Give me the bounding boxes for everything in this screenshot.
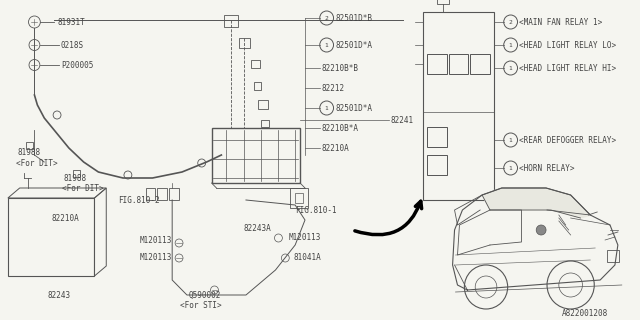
Text: <HEAD LIGHT RELAY HI>: <HEAD LIGHT RELAY HI> [520, 63, 616, 73]
Text: 1: 1 [509, 43, 513, 47]
Text: 1: 1 [509, 165, 513, 171]
Bar [8, 198, 95, 276]
Text: 82210B*A: 82210B*A [322, 124, 359, 132]
Bar [239, 38, 250, 48]
Bar [470, 54, 490, 74]
Text: 82210A: 82210A [51, 213, 79, 222]
Text: 1: 1 [324, 106, 328, 110]
Bar [26, 141, 33, 148]
Text: 82243A: 82243A [244, 223, 272, 233]
Bar [157, 188, 167, 200]
Bar [212, 128, 300, 183]
Bar [260, 120, 269, 127]
Bar [291, 188, 308, 208]
Circle shape [536, 225, 546, 235]
Bar [427, 155, 447, 175]
Text: 81988: 81988 [64, 173, 87, 182]
Text: 82210B*B: 82210B*B [322, 63, 359, 73]
Text: 82243: 82243 [47, 292, 70, 300]
Text: 0218S: 0218S [61, 41, 84, 50]
Text: 82212: 82212 [322, 84, 345, 92]
Bar [225, 15, 238, 27]
Text: 82501D*A: 82501D*A [335, 103, 372, 113]
Text: 82241: 82241 [390, 116, 413, 124]
Text: 82501D*B: 82501D*B [335, 13, 372, 22]
Text: <MAIN FAN RELAY 1>: <MAIN FAN RELAY 1> [520, 18, 603, 27]
Text: 1: 1 [324, 43, 328, 47]
Bar [437, 0, 449, 4]
Bar [427, 54, 447, 74]
Text: M120113: M120113 [140, 236, 172, 244]
Text: M120113: M120113 [140, 252, 172, 261]
Bar [607, 250, 619, 262]
Text: A822001208: A822001208 [562, 308, 608, 317]
Text: <HEAD LIGHT RELAY LO>: <HEAD LIGHT RELAY LO> [520, 41, 616, 50]
Bar [427, 127, 447, 147]
FancyArrowPatch shape [355, 201, 422, 235]
Text: 82501D*A: 82501D*A [335, 41, 372, 50]
Bar [254, 82, 260, 90]
Text: <For STI>: <For STI> [180, 301, 221, 310]
Text: FIG.810-2: FIG.810-2 [118, 196, 160, 204]
Bar [449, 54, 468, 74]
Polygon shape [482, 188, 590, 218]
Bar [169, 188, 179, 200]
Text: 81988: 81988 [18, 148, 41, 156]
Text: P200005: P200005 [61, 60, 93, 69]
Bar [74, 170, 80, 177]
Bar [258, 100, 268, 109]
Bar [295, 193, 303, 203]
Bar [423, 12, 494, 200]
Text: M120113: M120113 [288, 233, 321, 242]
Text: <REAR DEFOGGER RELAY>: <REAR DEFOGGER RELAY> [520, 135, 616, 145]
Bar [251, 60, 260, 68]
Bar [146, 188, 156, 200]
Text: <For DIT>: <For DIT> [62, 183, 104, 193]
Text: 2: 2 [509, 20, 513, 25]
Text: 81931T: 81931T [57, 18, 85, 27]
Text: 2: 2 [324, 15, 328, 20]
Text: FIG.810-1: FIG.810-1 [295, 205, 337, 214]
Text: 81041A: 81041A [293, 253, 321, 262]
Text: 82210A: 82210A [322, 143, 349, 153]
Text: 1: 1 [509, 138, 513, 142]
Text: 1: 1 [509, 66, 513, 70]
Text: Q590002: Q590002 [189, 291, 221, 300]
Text: <For DIT>: <For DIT> [16, 158, 58, 167]
Text: <HORN RELAY>: <HORN RELAY> [520, 164, 575, 172]
